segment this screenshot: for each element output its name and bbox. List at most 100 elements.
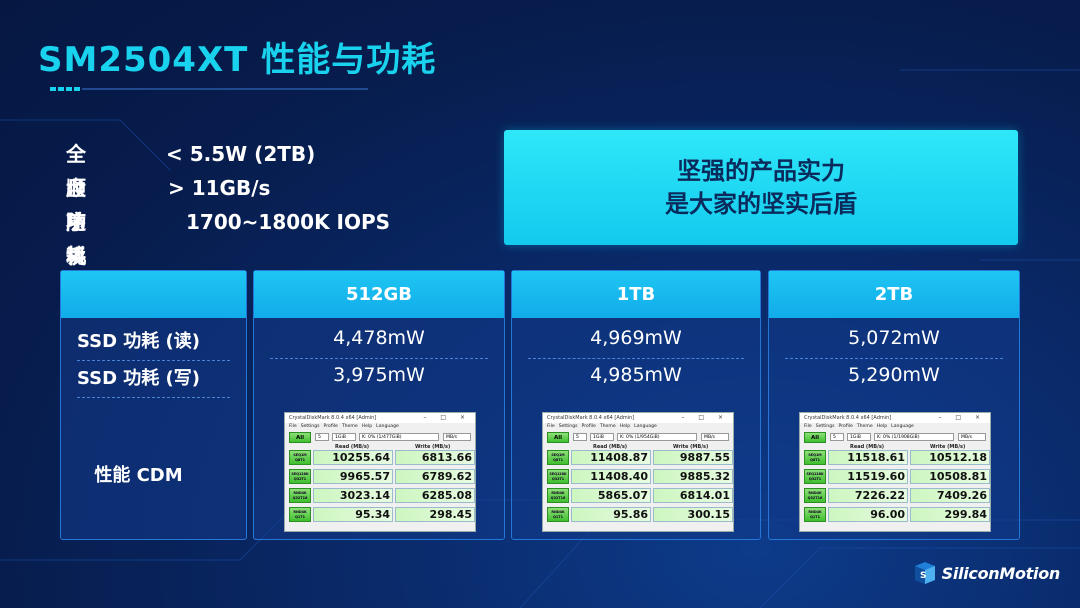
cdm-write-value: 6789.62: [395, 469, 475, 484]
cdm-menu-item[interactable]: Language: [891, 424, 914, 429]
cdm-menu-item[interactable]: Theme: [341, 424, 358, 429]
cdm-size-select[interactable]: 1GiB: [590, 433, 614, 441]
row-label-write-power: SSD 功耗 (写): [76, 368, 201, 389]
cdm-menu-item[interactable]: Language: [376, 424, 399, 429]
cdm-menu-item[interactable]: Settings: [558, 424, 578, 429]
cdm-menu-item[interactable]: Theme: [856, 424, 873, 429]
cdm-menu-item[interactable]: Settings: [300, 424, 320, 429]
cdm-test-button[interactable]: RND4K Q1T1: [804, 507, 826, 522]
cdm-all-button[interactable]: All: [547, 432, 569, 443]
cdm-menu-item[interactable]: Help: [361, 424, 373, 429]
cdm-result-row: SEQ128K Q32T1 11408.40 9885.32: [547, 469, 733, 485]
cdm-test-button[interactable]: RND4K Q32T16: [547, 488, 569, 503]
cdm-test-button[interactable]: RND4K Q32T16: [289, 488, 311, 503]
row-label-cdm: 性能 CDM: [94, 465, 183, 486]
row-divider: [528, 358, 744, 359]
cdm-result-row: RND4K Q1T1 96.00 299.84: [804, 507, 990, 523]
cdm-unit-select[interactable]: MB/s: [958, 433, 986, 441]
column-header: 512GB: [254, 271, 504, 318]
cdm-test-button[interactable]: SEQ128K Q32T1: [289, 469, 311, 484]
cdm-read-header: Read (MB/s): [335, 444, 370, 450]
cdm-title-text: CrystalDiskMark 8.0.4 x64 [Admin]: [804, 415, 892, 421]
cdm-result-row: SEQ128K Q32T1 9965.57 6789.62: [289, 469, 475, 485]
cdm-size-select[interactable]: 1GiB: [847, 433, 871, 441]
table-column-1tb: 1TB 4,969mW 4,985mW CrystalDiskMark 8.0.…: [511, 270, 761, 540]
spec-value: < 5.5W (2TB): [166, 142, 316, 166]
cdm-window-controls[interactable]: – □ ×: [423, 414, 471, 421]
cdm-all-button[interactable]: All: [289, 432, 311, 443]
slogan-line-1: 坚强的产品实力: [677, 156, 845, 185]
cdm-read-value: 96.00: [828, 507, 908, 522]
slogan-line-2: 是大家的坚实后盾: [665, 189, 857, 218]
cdm-count-select[interactable]: 5: [830, 433, 844, 441]
cdm-menu-item[interactable]: File: [804, 424, 812, 429]
cdm-test-name: RND4K: [808, 510, 822, 514]
cdm-read-value: 5865.07: [571, 488, 651, 503]
cdm-screenshot: CrystalDiskMark 8.0.4 x64 [Admin] – □ × Fi…: [799, 412, 991, 532]
cdm-menu-item[interactable]: Help: [619, 424, 631, 429]
cdm-result-row: SEQ1M Q8T1 11518.61 10512.18: [804, 450, 990, 466]
cdm-menu-item[interactable]: Language: [634, 424, 657, 429]
cdm-test-params: Q32T1: [808, 477, 822, 481]
cdm-size-select[interactable]: 1GiB: [332, 433, 356, 441]
cdm-unit-select[interactable]: MB/s: [701, 433, 729, 441]
cdm-test-button[interactable]: SEQ128K Q32T1: [547, 469, 569, 484]
cdm-result-row: RND4K Q32T16 3023.14 6285.08: [289, 488, 475, 504]
cdm-test-button[interactable]: SEQ1M Q8T1: [804, 450, 826, 465]
cdm-test-button[interactable]: SEQ128K Q32T1: [804, 469, 826, 484]
row-divider: [270, 358, 488, 359]
cdm-test-name: SEQ128K: [549, 472, 567, 476]
cdm-window-title: CrystalDiskMark 8.0.4 x64 [Admin] – □ ×: [543, 413, 733, 423]
cdm-read-header: Read (MB/s): [850, 444, 885, 450]
slogan-box: 坚强的产品实力 是大家的坚实后盾: [504, 130, 1018, 245]
cdm-menu-bar: File Settings Profile Theme Help Language: [285, 423, 475, 431]
cdm-write-value: 7409.26: [910, 488, 990, 503]
cdm-menu-item[interactable]: Profile: [838, 424, 853, 429]
cdm-read-value: 11408.87: [571, 450, 651, 465]
cdm-write-value: 6285.08: [395, 488, 475, 503]
cdm-count-select[interactable]: 5: [573, 433, 587, 441]
cdm-drive-select[interactable]: K: 0% (1/477GiB): [359, 433, 439, 441]
cdm-result-row: SEQ1M Q8T1 10255.64 6813.66: [289, 450, 475, 466]
cdm-controls: All 5 1GiB K: 0% (1/1908GiB) MB/s: [800, 431, 990, 443]
cdm-unit-select[interactable]: MB/s: [443, 433, 471, 441]
read-power-value: 4,478mW: [333, 327, 425, 349]
cdm-write-value: 10512.18: [910, 450, 990, 465]
cdm-test-button[interactable]: SEQ1M Q8T1: [547, 450, 569, 465]
cdm-all-button[interactable]: All: [804, 432, 826, 443]
cdm-window-controls[interactable]: – □ ×: [681, 414, 729, 421]
spec-label: 全盘功耗: [66, 142, 86, 268]
cdm-screenshot: CrystalDiskMark 8.0.4 x64 [Admin] – □ × Fi…: [542, 412, 734, 532]
cdm-count-select[interactable]: 5: [315, 433, 329, 441]
cdm-menu-item[interactable]: Help: [876, 424, 888, 429]
cdm-write-header: Write (MB/s): [930, 444, 966, 450]
cdm-controls: All 5 1GiB K: 0% (1/477GiB) MB/s: [285, 431, 475, 443]
cdm-test-params: Q1T1: [553, 515, 563, 519]
cdm-drive-select[interactable]: K: 0% (1/1908GiB): [874, 433, 954, 441]
cdm-window-controls[interactable]: – □ ×: [938, 414, 986, 421]
cdm-drive-select[interactable]: K: 0% (1/954GiB): [617, 433, 697, 441]
cdm-menu-bar: File Settings Profile Theme Help Language: [800, 423, 990, 431]
cdm-menu-bar: File Settings Profile Theme Help Language: [543, 423, 733, 431]
cdm-menu-item[interactable]: Profile: [323, 424, 338, 429]
cdm-test-params: Q32T16: [292, 496, 308, 500]
cdm-menu-item[interactable]: Theme: [599, 424, 616, 429]
cdm-test-name: RND4K: [551, 491, 565, 495]
cdm-read-value: 95.34: [313, 507, 393, 522]
row-divider: [785, 358, 1003, 359]
cdm-controls: All 5 1GiB K: 0% (1/954GiB) MB/s: [543, 431, 733, 443]
cdm-read-value: 11519.60: [828, 469, 908, 484]
spec-value: > 11GB/s: [168, 176, 271, 200]
cdm-test-button[interactable]: RND4K Q32T16: [804, 488, 826, 503]
cdm-result-row: SEQ128K Q32T1 11519.60 10508.81: [804, 469, 990, 485]
cdm-write-value: 9887.55: [653, 450, 733, 465]
cdm-menu-item[interactable]: Profile: [581, 424, 596, 429]
cdm-test-button[interactable]: RND4K Q1T1: [289, 507, 311, 522]
cdm-test-button[interactable]: SEQ1M Q8T1: [289, 450, 311, 465]
column-header: 2TB: [769, 271, 1019, 318]
cdm-menu-item[interactable]: Settings: [815, 424, 835, 429]
cdm-read-value: 3023.14: [313, 488, 393, 503]
cdm-menu-item[interactable]: File: [289, 424, 297, 429]
cdm-test-button[interactable]: RND4K Q1T1: [547, 507, 569, 522]
cdm-menu-item[interactable]: File: [547, 424, 555, 429]
